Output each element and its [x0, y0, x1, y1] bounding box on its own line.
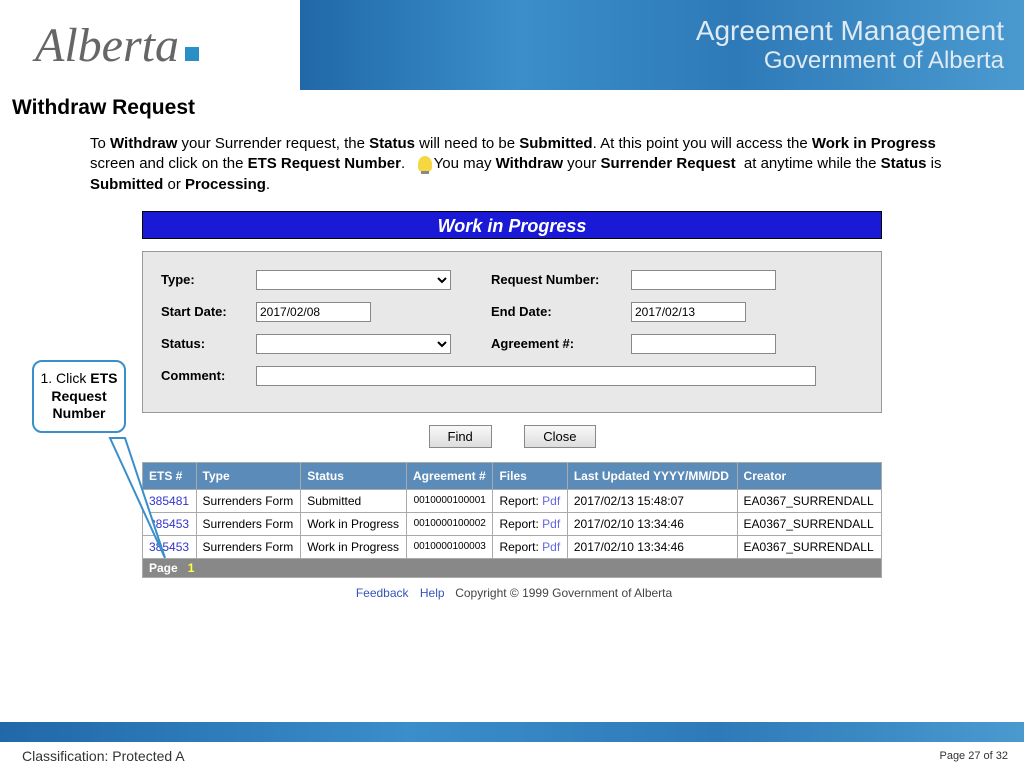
search-form: Type: Request Number: Start Date: End Da… [142, 251, 882, 413]
copyright-text: Copyright © 1999 Government of Alberta [455, 586, 672, 600]
bottom-bar [0, 722, 1024, 742]
creator-cell: EA0367_SURRENDALL [737, 535, 881, 558]
start-date-label: Start Date: [161, 304, 256, 319]
agreement-cell: 0010000100003 [406, 535, 493, 558]
pager-number: 1 [188, 561, 195, 575]
table-body: 385481Surrenders FormSubmitted0010000100… [143, 489, 882, 577]
updated-cell: 2017/02/10 13:34:46 [567, 535, 737, 558]
status-cell: Work in Progress [301, 512, 407, 535]
header: Alberta Agreement Management Government … [0, 0, 1024, 90]
agreement-cell: 0010000100002 [406, 512, 493, 535]
status-label: Status: [161, 336, 256, 351]
type-cell: Surrenders Form [196, 535, 301, 558]
header-banner: Agreement Management Government of Alber… [300, 0, 1024, 90]
callout-tail [100, 438, 180, 558]
creator-cell: EA0367_SURRENDALL [737, 489, 881, 512]
page-number: Page 27 of 32 [939, 750, 1008, 762]
table-header-row: ETS #TypeStatusAgreement #FilesLast Upda… [143, 462, 882, 489]
header-title-1: Agreement Management [696, 15, 1004, 47]
results-table: ETS #TypeStatusAgreement #FilesLast Upda… [142, 462, 882, 578]
reqnum-label: Request Number: [491, 272, 631, 287]
end-date-input[interactable] [631, 302, 746, 322]
updated-cell: 2017/02/13 15:48:07 [567, 489, 737, 512]
classification-label: Classification: Protected A [22, 748, 185, 764]
creator-cell: EA0367_SURRENDALL [737, 512, 881, 535]
table-header: Files [493, 462, 567, 489]
header-title-2: Government of Alberta [764, 47, 1004, 75]
updated-cell: 2017/02/10 13:34:46 [567, 512, 737, 535]
table-row: 385453Surrenders FormWork in Progress001… [143, 535, 882, 558]
comment-input[interactable] [256, 366, 816, 386]
agreement-label: Agreement #: [491, 336, 631, 351]
footer-links: Feedback Help Copyright © 1999 Governmen… [0, 586, 1024, 600]
end-date-label: End Date: [491, 304, 631, 319]
agreement-cell: 0010000100001 [406, 489, 493, 512]
table-header: Type [196, 462, 301, 489]
instruction-text: To Withdraw your Surrender request, the … [0, 120, 1024, 205]
files-cell: Report: Pdf [493, 512, 567, 535]
section-title: Withdraw Request [0, 90, 1024, 120]
find-button[interactable]: Find [429, 425, 492, 448]
pager-row: Page1 [143, 558, 882, 577]
type-cell: Surrenders Form [196, 512, 301, 535]
feedback-link[interactable]: Feedback [356, 586, 409, 600]
status-select[interactable] [256, 334, 451, 354]
status-cell: Submitted [301, 489, 407, 512]
start-date-input[interactable] [256, 302, 371, 322]
status-cell: Work in Progress [301, 535, 407, 558]
table-header: Creator [737, 462, 881, 489]
pdf-link[interactable]: Pdf [542, 540, 560, 554]
files-cell: Report: Pdf [493, 489, 567, 512]
reqnum-input[interactable] [631, 270, 776, 290]
table-header: Last Updated YYYY/MM/DD [567, 462, 737, 489]
pdf-link[interactable]: Pdf [542, 517, 560, 531]
logo-area: Alberta [0, 0, 300, 90]
table-row: 385481Surrenders FormSubmitted0010000100… [143, 489, 882, 512]
comment-label: Comment: [161, 368, 256, 383]
help-link[interactable]: Help [420, 586, 445, 600]
callout-box: 1. Click ETS Request Number [32, 360, 126, 433]
table-row: 385453Surrenders FormWork in Progress001… [143, 512, 882, 535]
type-select[interactable] [256, 270, 451, 290]
files-cell: Report: Pdf [493, 535, 567, 558]
table-header: Status [301, 462, 407, 489]
pdf-link[interactable]: Pdf [542, 494, 560, 508]
table-header: Agreement # [406, 462, 493, 489]
type-cell: Surrenders Form [196, 489, 301, 512]
alberta-logo: Alberta [35, 18, 199, 73]
type-label: Type: [161, 272, 256, 287]
agreement-input[interactable] [631, 334, 776, 354]
work-in-progress-bar: Work in Progress [142, 211, 882, 239]
close-button[interactable]: Close [524, 425, 595, 448]
